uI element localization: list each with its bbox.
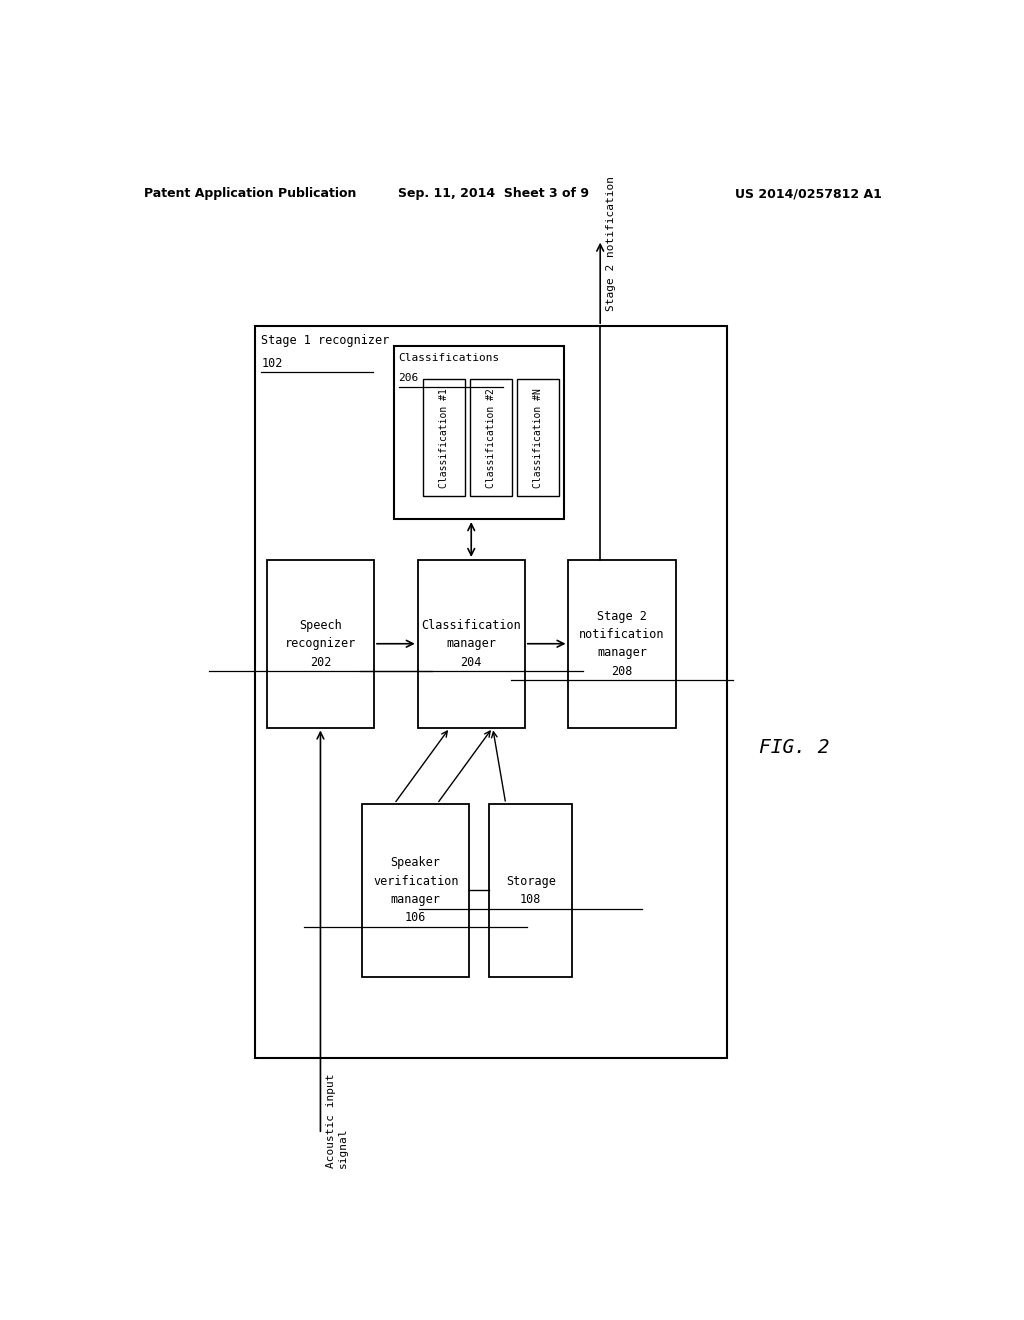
Text: 208: 208 (611, 665, 633, 677)
Bar (362, 804, 469, 977)
Bar (470, 379, 512, 496)
Text: recognizer: recognizer (285, 638, 356, 651)
Text: manager: manager (446, 638, 497, 651)
Text: 206: 206 (398, 372, 419, 383)
Text: 204: 204 (461, 656, 482, 668)
Text: Sep. 11, 2014  Sheet 3 of 9: Sep. 11, 2014 Sheet 3 of 9 (397, 187, 589, 201)
Text: Storage: Storage (506, 875, 556, 887)
Text: 202: 202 (310, 656, 331, 668)
Text: verification: verification (373, 875, 459, 887)
Text: Speaker: Speaker (391, 857, 440, 870)
Bar (394, 346, 564, 519)
Text: Classification #N: Classification #N (532, 388, 543, 488)
Text: Stage 2 notification: Stage 2 notification (606, 176, 615, 312)
Text: US 2014/0257812 A1: US 2014/0257812 A1 (735, 187, 882, 201)
Text: Speech: Speech (299, 619, 342, 632)
Text: Classification #1: Classification #1 (439, 388, 450, 488)
Text: manager: manager (391, 892, 440, 906)
Text: 106: 106 (406, 911, 426, 924)
Bar (418, 560, 524, 727)
Text: notification: notification (580, 628, 665, 642)
Text: Classifications: Classifications (398, 352, 500, 363)
Text: Classification: Classification (421, 619, 521, 632)
Text: Classification #2: Classification #2 (486, 388, 496, 488)
Bar (423, 379, 465, 496)
Text: FIG. 2: FIG. 2 (760, 738, 829, 758)
Text: Patent Application Publication: Patent Application Publication (143, 187, 356, 201)
Text: 102: 102 (261, 356, 283, 370)
Text: Stage 2: Stage 2 (597, 610, 647, 623)
Bar (568, 560, 676, 727)
Bar (267, 560, 374, 727)
Text: 108: 108 (520, 892, 542, 906)
Bar (255, 326, 727, 1057)
Bar (489, 804, 572, 977)
Text: manager: manager (597, 647, 647, 660)
Text: Acoustic input
signal: Acoustic input signal (326, 1073, 347, 1168)
Bar (517, 379, 559, 496)
Text: Stage 1 recognizer: Stage 1 recognizer (261, 334, 389, 347)
